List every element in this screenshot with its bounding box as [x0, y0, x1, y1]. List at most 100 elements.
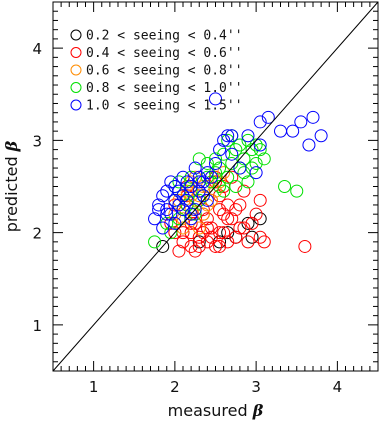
- data-point-series-2: [172, 193, 186, 207]
- data-point-series-4: [200, 193, 214, 207]
- data-point-series-4: [196, 189, 210, 203]
- data-point-series-1: [229, 203, 243, 217]
- data-point-series-4: [302, 138, 316, 152]
- data-point-series-3: [213, 161, 227, 175]
- data-point-series-4: [253, 138, 267, 152]
- data-point-series-3: [290, 184, 304, 198]
- data-point-series-4: [249, 166, 263, 180]
- data-point-series-3: [237, 152, 251, 166]
- data-point-series-1: [221, 212, 235, 226]
- data-point-series-4: [184, 180, 198, 193]
- data-point-series-3: [164, 226, 178, 240]
- x-axis-title: measured β: [168, 401, 264, 420]
- data-point-series-3: [221, 133, 235, 147]
- data-point-series-3: [233, 138, 247, 152]
- y-tick-label: 1: [32, 317, 42, 335]
- data-point-series-2: [192, 189, 206, 203]
- data-point-series-0: [241, 216, 255, 230]
- data-point-series-4: [160, 203, 174, 217]
- data-point-series-4: [261, 110, 275, 124]
- data-point-series-0: [245, 230, 259, 244]
- data-point-series-3: [148, 235, 162, 249]
- data-point-series-3: [245, 143, 259, 157]
- data-point-series-4: [156, 221, 170, 235]
- data-point-series-3: [200, 170, 214, 184]
- data-point-series-1: [188, 216, 202, 230]
- data-point-series-1: [213, 203, 227, 217]
- data-point-series-4: [217, 133, 231, 147]
- data-point-series-3: [213, 180, 227, 193]
- data-point-series-1: [213, 239, 227, 253]
- data-point-series-3: [249, 138, 263, 152]
- data-point-series-4: [184, 207, 198, 221]
- data-point-series-4: [192, 175, 206, 189]
- x-tick-label: 4: [333, 378, 343, 396]
- data-point-series-3: [249, 156, 263, 170]
- legend-marker: [70, 64, 82, 76]
- data-point-series-1: [184, 239, 198, 253]
- data-points: [148, 92, 328, 258]
- data-point-series-1: [217, 226, 231, 240]
- data-point-series-1: [204, 230, 218, 244]
- data-point-series-4: [168, 180, 182, 193]
- data-point-series-4: [196, 175, 210, 189]
- data-point-series-3: [200, 156, 214, 170]
- legend-marker: [70, 82, 82, 93]
- data-point-series-3: [209, 152, 222, 166]
- data-point-series-1: [209, 239, 222, 253]
- data-point-series-4: [233, 161, 247, 175]
- data-point-series-0: [253, 212, 267, 226]
- data-point-series-3: [180, 198, 194, 212]
- data-point-series-4: [286, 124, 300, 138]
- data-point-series-1: [172, 244, 186, 258]
- data-point-series-1: [213, 189, 227, 203]
- data-point-series-4: [225, 129, 239, 143]
- data-point-series-1: [221, 235, 235, 249]
- data-point-series-4: [148, 212, 162, 226]
- data-point-series-4: [188, 203, 202, 217]
- data-point-series-4: [209, 92, 222, 106]
- data-point-series-3: [217, 184, 231, 198]
- data-point-series-4: [274, 124, 287, 138]
- data-point-series-4: [213, 143, 227, 157]
- data-point-series-4: [156, 189, 170, 203]
- data-point-series-1: [221, 198, 235, 212]
- data-point-series-1: [249, 207, 263, 221]
- data-point-series-4: [164, 207, 178, 221]
- beta-symbol: β: [2, 140, 21, 152]
- y-tick-label: 2: [32, 225, 42, 243]
- y-tick-label: 4: [32, 40, 42, 58]
- data-point-series-0: [192, 235, 206, 249]
- data-point-series-1: [200, 212, 214, 226]
- data-point-series-3: [257, 152, 271, 166]
- data-point-series-1: [233, 221, 247, 235]
- data-point-series-4: [294, 115, 308, 129]
- legend-marker: [70, 47, 82, 58]
- data-point-series-3: [184, 170, 198, 184]
- data-point-series-4: [180, 193, 194, 207]
- data-point-series-4: [306, 110, 320, 124]
- data-point-series-2: [168, 207, 182, 221]
- legend-label: 0.2 < seeing < 0.4'': [86, 29, 243, 44]
- data-point-series-4: [172, 198, 186, 212]
- y-axis-title: predicted β: [2, 140, 21, 232]
- data-point-series-3: [225, 156, 239, 170]
- axis-title-text: predicted: [2, 151, 21, 232]
- data-point-series-4: [176, 189, 190, 203]
- data-point-series-1: [229, 230, 243, 244]
- data-point-series-2: [192, 221, 206, 235]
- data-point-series-4: [192, 184, 206, 198]
- data-point-series-4: [314, 129, 328, 143]
- data-point-series-1: [237, 221, 251, 235]
- data-point-series-0: [156, 239, 170, 253]
- data-point-series-3: [229, 143, 243, 157]
- data-point-series-4: [209, 156, 222, 170]
- data-point-series-3: [160, 216, 174, 230]
- data-point-series-4: [168, 216, 182, 230]
- data-point-series-1: [217, 207, 231, 221]
- legend-label: 0.8 < seeing < 1.0'': [86, 81, 243, 96]
- data-point-series-3: [241, 133, 255, 147]
- data-point-series-4: [152, 198, 166, 212]
- data-point-series-4: [160, 207, 174, 221]
